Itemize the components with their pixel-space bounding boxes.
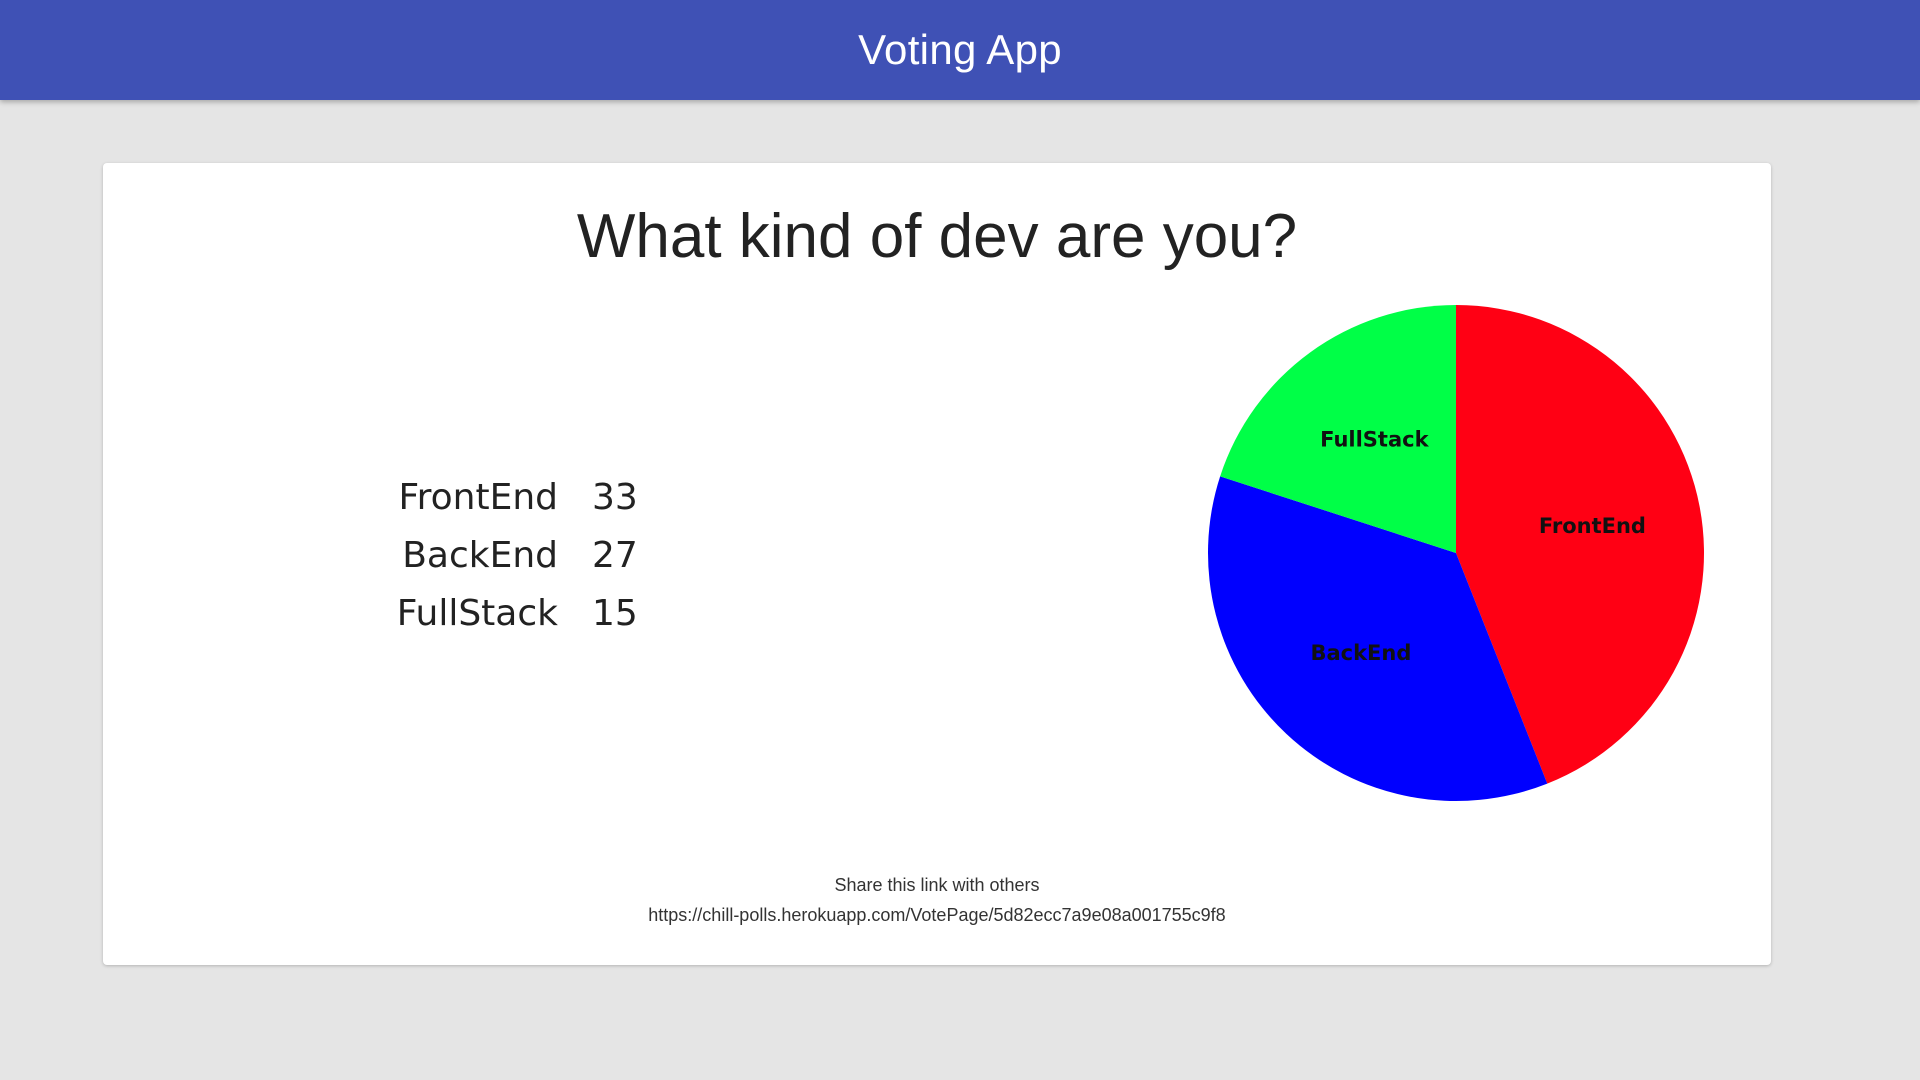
pie-chart: FrontEnd BackEnd FullStack <box>1208 305 1704 801</box>
results-list: FrontEnd 33 BackEnd 27 FullStack 15 <box>393 468 733 642</box>
result-count: 15 <box>592 592 638 634</box>
poll-question: What kind of dev are you? <box>576 202 1298 271</box>
app-title: Voting App <box>858 26 1062 73</box>
pie-slice-backend <box>1208 476 1548 801</box>
pie-label-frontend: FrontEnd <box>1539 514 1646 538</box>
pie-slice-frontend <box>1456 305 1704 784</box>
result-label: FullStack <box>396 592 558 634</box>
share-link[interactable]: https://chill-polls.herokuapp.com/VotePa… <box>648 905 1226 925</box>
pie-label-backend: BackEnd <box>1310 641 1411 665</box>
share-text: Share this link with others <box>834 875 1040 895</box>
pie-label-fullstack: FullStack <box>1320 428 1429 452</box>
poll-card: What kind of dev are you? FrontEnd 33 Ba… <box>103 163 1771 965</box>
result-count: 27 <box>592 534 638 576</box>
result-row-backend: BackEnd 27 <box>393 526 733 584</box>
result-label: FrontEnd <box>398 476 558 518</box>
app-bar: Voting App <box>0 0 1920 100</box>
share-section: Share this link with others https://chil… <box>103 870 1771 930</box>
result-label: BackEnd <box>402 534 558 576</box>
result-row-frontend: FrontEnd 33 <box>393 468 733 526</box>
result-row-fullstack: FullStack 15 <box>393 584 733 642</box>
result-count: 33 <box>592 476 638 518</box>
pie-slice-fullstack <box>1220 305 1456 553</box>
